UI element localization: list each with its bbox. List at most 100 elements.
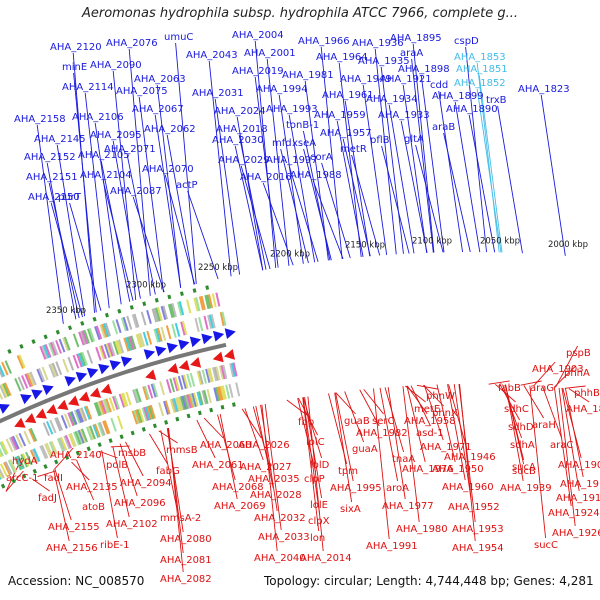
feature-block <box>176 301 183 316</box>
reverse-gene-label: AHA_1960 <box>442 482 494 493</box>
tick-mark <box>108 438 113 444</box>
forward-gene-label: AHA_2016 <box>240 172 292 183</box>
reverse-gene-label: tpm <box>338 466 358 477</box>
reverse-gene-label: araG <box>530 383 554 394</box>
reverse-label-line <box>423 384 444 407</box>
feature-block <box>67 356 75 371</box>
forward-label-line <box>214 98 241 275</box>
reverse-label-line <box>363 389 384 415</box>
feature-block <box>191 392 197 407</box>
forward-label-line <box>465 46 487 253</box>
reverse-gene-label: AHA_2026 <box>238 440 290 451</box>
forward-label-line <box>73 72 97 313</box>
feature-block <box>15 434 23 448</box>
reverse-gene-label: clpP <box>304 474 325 485</box>
feature-block <box>169 398 176 413</box>
feature-block <box>111 320 119 335</box>
feature-block <box>44 343 52 358</box>
feature-block <box>45 442 54 457</box>
forward-label-line <box>234 145 264 271</box>
tick-mark <box>43 464 48 469</box>
forward-gene-label: AHA_1949 <box>340 74 392 85</box>
reverse-gene-label: sdhA <box>510 440 535 451</box>
feature-block <box>120 317 127 332</box>
feature-block <box>218 365 224 380</box>
forward-label-line <box>454 101 481 253</box>
forward-gene-label: AHA_2104 <box>80 170 132 181</box>
tick-marks <box>0 285 236 489</box>
feature-block <box>0 467 5 479</box>
feature-block <box>133 410 140 424</box>
reverse-label-line <box>436 384 456 463</box>
reverse-gene-label: sucC <box>534 540 558 551</box>
tick-mark <box>231 402 236 407</box>
reverse-label-line <box>384 387 405 453</box>
feature-block <box>218 386 224 401</box>
tick-mark <box>86 446 91 452</box>
reverse-gene-label: AHA_1971 <box>420 442 472 453</box>
tick-mark <box>104 312 109 318</box>
feature-block <box>81 330 89 345</box>
reverse-gene-label: AHA_1946 <box>444 452 496 463</box>
feature-block <box>55 416 63 431</box>
tick-mark <box>75 450 80 456</box>
forward-gene-label: umuC <box>164 32 193 43</box>
feature-block <box>176 397 183 412</box>
feature-block <box>87 426 95 440</box>
feature-block <box>99 324 106 339</box>
feature-block <box>200 295 206 310</box>
forward-label-line <box>381 145 410 254</box>
feature-block <box>41 366 49 381</box>
reverse-gene-arrow <box>35 408 47 419</box>
reverse-label-line <box>553 365 576 388</box>
reverse-label-line <box>344 391 365 443</box>
reverse-gene-label: fadI <box>44 473 63 484</box>
feature-block <box>216 386 222 401</box>
feature-block <box>177 375 184 390</box>
forward-gene-label: AHA_2001 <box>244 48 296 59</box>
scale-label: 2200 kbp <box>270 250 310 260</box>
forward-label-line <box>238 134 267 270</box>
feature-block <box>49 419 57 434</box>
reverse-label-line <box>112 446 130 518</box>
feature-block <box>138 408 145 423</box>
forward-gene-arrow <box>201 333 213 345</box>
forward-gene-label: AHA_1921 <box>380 74 432 85</box>
genome-summary: Topology: circular; Length: 4,744,448 bp… <box>264 574 594 588</box>
feature-block <box>188 393 194 408</box>
tick-mark <box>167 294 172 300</box>
feature-block <box>122 316 129 331</box>
forward-gene-label: AHA_2090 <box>90 60 142 71</box>
reverse-label-line <box>564 388 584 478</box>
feature-block <box>97 422 104 437</box>
forward-gene-label: actP <box>176 180 198 191</box>
reverse-label-line <box>219 413 238 500</box>
forward-label-line <box>84 92 110 309</box>
forward-gene-label: AHA_2031 <box>192 88 244 99</box>
forward-gene-label: AHA_2019 <box>232 66 284 77</box>
forward-gene-arrow <box>189 336 202 348</box>
feature-block <box>118 339 125 354</box>
scale-label: 2150 kbp <box>345 241 385 251</box>
reverse-gene-label: aroA <box>386 483 409 494</box>
feature-block <box>116 339 123 354</box>
feature-block <box>194 317 200 332</box>
feature-block <box>54 417 62 432</box>
forward-label-line <box>128 48 151 296</box>
forward-gene-label: AHA_2120 <box>50 42 102 53</box>
feature-block <box>143 406 150 421</box>
forward-gene-label: AHA_1957 <box>320 128 372 139</box>
tick-mark <box>7 348 12 354</box>
feature-block <box>77 352 85 367</box>
forward-gene-label: AHA_2151 <box>26 172 78 183</box>
reverse-gene-arrow <box>14 417 26 428</box>
forward-gene-arrow <box>109 360 121 371</box>
reverse-gene-label: pspB <box>566 348 591 359</box>
feature-block <box>76 430 84 445</box>
feature-block <box>55 361 63 376</box>
feature-block <box>0 447 4 457</box>
forward-gene-arrow <box>143 349 156 360</box>
reverse-gene-label: sixA <box>340 504 361 515</box>
forward-gene-label: xseA <box>292 138 316 149</box>
